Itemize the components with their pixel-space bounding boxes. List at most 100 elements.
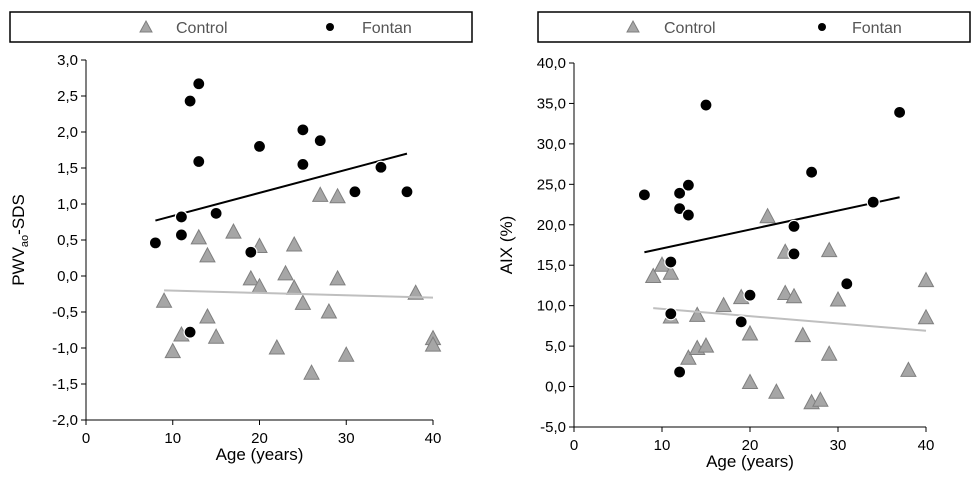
fontan-point <box>672 186 687 200</box>
control-point <box>697 337 715 353</box>
control-point <box>776 284 794 301</box>
control-trendline <box>653 307 927 332</box>
y-tick-label: 2,0 <box>57 124 78 141</box>
fontan-point <box>313 134 327 148</box>
fontan-point <box>681 208 696 222</box>
y-tick-label: -1,5 <box>52 376 78 393</box>
control-point <box>294 294 312 310</box>
legend-fontan-dot-icon <box>818 23 826 31</box>
fontan-point <box>174 210 189 224</box>
control-point <box>190 228 208 245</box>
fontan-point <box>374 160 388 174</box>
fontan-point <box>804 165 819 179</box>
x-tick-label: 30 <box>338 430 355 447</box>
control-point <box>199 246 216 263</box>
fontan-point <box>296 157 310 171</box>
control-point <box>768 383 785 399</box>
fontan-trendline <box>644 196 900 254</box>
control-point <box>741 373 759 390</box>
fontan-point <box>252 139 267 153</box>
x-tick-label: 20 <box>742 437 759 454</box>
control-point <box>329 269 346 286</box>
legend-control-label: Control <box>176 20 228 37</box>
fontan-point <box>743 288 757 302</box>
x-tick-label: 10 <box>164 430 181 447</box>
control-point <box>688 306 706 322</box>
control-point <box>225 223 242 239</box>
fontan-point <box>348 185 362 199</box>
y-tick-label: -1,0 <box>52 340 78 357</box>
legend-control-triangle-icon <box>139 19 153 33</box>
control-point <box>155 292 173 308</box>
x-tick-label: 40 <box>918 437 935 454</box>
y-axis-title: PWVao-SDS <box>9 194 31 286</box>
y-tick-label: 1,0 <box>57 196 78 213</box>
y-tick-label: 3,0 <box>57 52 78 69</box>
control-point <box>199 307 216 324</box>
fontan-point <box>244 245 258 259</box>
y-tick-label: -2,0 <box>52 412 78 429</box>
control-point <box>268 338 286 355</box>
fontan-point <box>664 307 678 321</box>
x-tick-label: 10 <box>654 437 671 454</box>
legend-control-label: Control <box>664 20 716 37</box>
x-tick-label: 0 <box>82 430 90 447</box>
fontan-point <box>400 185 414 199</box>
control-point <box>277 264 294 281</box>
x-tick-label: 20 <box>251 430 268 447</box>
control-point <box>644 267 662 284</box>
y-tick-label: 25,0 <box>537 176 566 193</box>
control-point <box>715 296 732 313</box>
fontan-point <box>699 98 713 112</box>
y-tick-label: 0,0 <box>57 268 78 285</box>
y-tick-label: 30,0 <box>537 136 566 153</box>
fontan-point <box>664 255 678 269</box>
x-tick-label: 0 <box>570 437 578 454</box>
y-tick-label: -5,0 <box>540 419 566 436</box>
control-point <box>917 271 935 288</box>
control-point <box>812 391 829 407</box>
fontan-point <box>148 236 162 250</box>
legend-0: Control Fontan <box>9 11 473 43</box>
y-tick-label: 0,0 <box>545 379 566 396</box>
legend-box <box>9 11 473 43</box>
fontan-point <box>734 315 748 329</box>
control-point <box>164 342 182 359</box>
legend-1: Control Fontan <box>537 11 971 43</box>
control-point <box>820 241 838 258</box>
control-point <box>242 269 260 286</box>
fontan-point <box>183 94 197 108</box>
control-point <box>285 235 303 252</box>
control-point <box>303 364 320 380</box>
control-point <box>794 326 812 343</box>
control-point <box>917 308 935 325</box>
fontan-point <box>637 188 652 202</box>
control-trendline <box>164 289 434 299</box>
legend-box <box>537 11 971 43</box>
x-tick-label: 40 <box>425 430 442 447</box>
fontan-point <box>840 277 854 291</box>
chart-panel-aix: -5,0 0,0 5,0 10,0 15,0 20,0 25,0 30,0 35,0 40,0 0 1… <box>497 55 934 471</box>
legend-fontan-dot-icon <box>326 23 334 31</box>
y-tick-label: 2,5 <box>57 88 78 105</box>
y-tick-label: 1,5 <box>57 160 78 177</box>
control-point <box>311 186 329 202</box>
fontan-point <box>681 178 696 192</box>
control-point <box>759 207 776 224</box>
control-point <box>741 324 759 341</box>
control-point <box>662 264 680 280</box>
fontan-trendline <box>155 152 408 222</box>
fontan-point <box>672 202 687 216</box>
fontan-point <box>174 228 189 242</box>
y-tick-label: 5,0 <box>545 338 566 355</box>
fontan-point <box>787 219 801 233</box>
fontan-point <box>296 123 310 137</box>
control-point <box>320 302 338 319</box>
control-point <box>820 345 838 361</box>
fontan-point <box>183 325 197 339</box>
control-point <box>207 328 225 344</box>
fontan-point <box>192 154 206 169</box>
fontan-point <box>892 105 907 119</box>
chart-panel-pwv: -2,0 -1,5 -1,0 -0,5 0,0 0,5 1,0 1,5 2,0 2,5 3,0 0 10… <box>9 52 441 464</box>
y-tick-label: 35,0 <box>537 95 566 112</box>
